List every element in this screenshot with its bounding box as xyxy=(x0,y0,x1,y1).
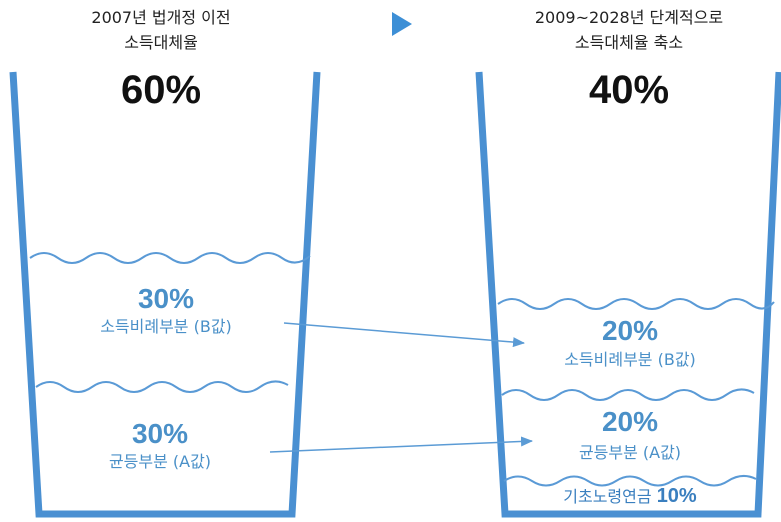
right-upper-wave xyxy=(497,298,775,310)
left-lower-percent: 30% xyxy=(131,418,189,449)
left-upper-wave xyxy=(29,252,311,264)
right-upper-label: 소득비례부분 (B값) xyxy=(564,350,696,369)
basic-pension-percent: 10% xyxy=(656,485,697,507)
left-upper-label: 소득비례부분 (B값) xyxy=(100,317,232,336)
left-upper-percent: 30% xyxy=(137,283,195,314)
arrow-lower xyxy=(269,436,533,453)
right-lower-label: 균등부분 (A값) xyxy=(578,443,682,462)
left-total-percent: 60% xyxy=(120,68,202,112)
right-cup-outline xyxy=(475,71,781,518)
left-caption-line2: 소득대체율 xyxy=(124,33,198,52)
left-caption-line1: 2007년 법개정 이전 xyxy=(91,8,231,27)
right-lower-percent: 20% xyxy=(601,406,659,437)
right-upper-percent: 20% xyxy=(601,315,659,346)
right-caption-line2: 소득대체율 축소 xyxy=(574,33,684,52)
right-lower-wave xyxy=(503,475,757,487)
right-total-percent: 40% xyxy=(588,68,670,112)
right-caption-line1: 2009~2028년 단계적으로 xyxy=(534,8,724,27)
left-cup-outline xyxy=(9,71,321,518)
left-lower-wave xyxy=(35,380,289,393)
next-triangle-icon xyxy=(392,12,412,36)
basic-pension-label: 기초노령연금 xyxy=(563,487,652,506)
right-middle-wave xyxy=(501,388,755,401)
left-lower-label: 균등부분 (A값) xyxy=(108,452,212,471)
arrow-upper xyxy=(283,322,525,348)
right-basic-pension: 기초노령연금 10% xyxy=(500,485,760,508)
